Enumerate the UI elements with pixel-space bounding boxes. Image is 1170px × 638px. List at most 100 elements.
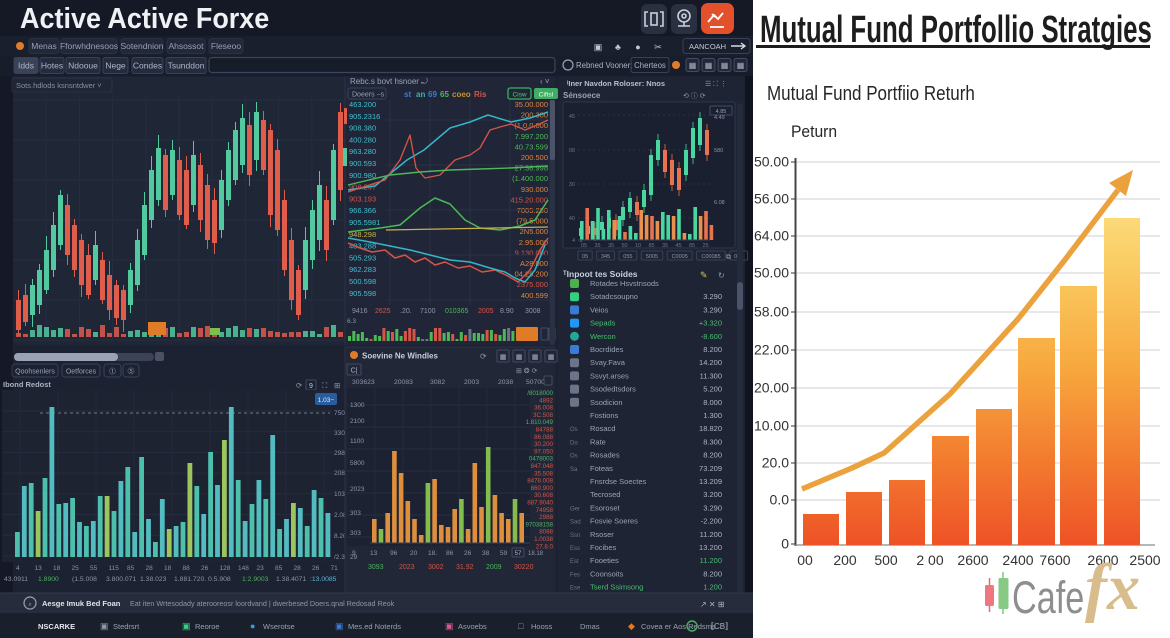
svg-text:Ese: Ese: [570, 586, 581, 592]
svg-text:330: 330: [334, 430, 345, 437]
svg-text:887.9040: 887.9040: [527, 500, 553, 507]
svg-text:Rebc.s bovt hsnoer ⤾: Rebc.s bovt hsnoer ⤾: [350, 77, 428, 86]
svg-text:11.200: 11.200: [700, 530, 722, 539]
svg-text:963.280: 963.280: [349, 147, 376, 156]
svg-text:2023: 2023: [350, 486, 365, 493]
svg-text:4.85: 4.85: [716, 109, 727, 115]
svg-text:Ahsossot: Ahsossot: [169, 41, 205, 51]
svg-text:Reoroe: Reoroe: [195, 622, 220, 631]
svg-text:88: 88: [183, 565, 191, 572]
svg-text:3008: 3008: [525, 308, 541, 315]
svg-text:Ibond Redost: Ibond Redost: [3, 380, 51, 389]
svg-text:96: 96: [390, 550, 398, 557]
svg-text:AANCOAH: AANCOAH: [689, 42, 726, 51]
svg-text:⓵: ⓵: [109, 367, 116, 376]
svg-text:28: 28: [146, 565, 154, 572]
svg-text:8478.008: 8478.008: [527, 478, 553, 485]
svg-text:50.00: 50.00: [754, 154, 789, 170]
svg-text:Sa: Sa: [570, 467, 578, 473]
svg-text:1.8900: 1.8900: [38, 576, 59, 583]
svg-text:Bocrdides: Bocrdides: [590, 345, 624, 354]
svg-text:Os: Os: [570, 454, 578, 460]
svg-text:900.593: 900.593: [349, 159, 376, 168]
svg-text:20.00: 20.00: [754, 380, 789, 396]
svg-text:Soevine Ne Windles: Soevine Ne Windles: [362, 352, 439, 361]
svg-text:/8018000: /8018000: [527, 390, 553, 397]
svg-text:35: 35: [595, 243, 601, 249]
svg-text:Oetforces: Oetforces: [66, 369, 97, 376]
svg-text:C00085: C00085: [701, 254, 720, 260]
svg-text:st: st: [404, 90, 411, 99]
svg-text:400.599: 400.599: [521, 291, 548, 300]
svg-text:●: ●: [250, 621, 255, 631]
svg-text:18.820: 18.820: [699, 424, 722, 433]
svg-text::13.0085: :13.0085: [310, 576, 337, 583]
svg-text:962.283: 962.283: [349, 265, 376, 274]
svg-text:Ger: Ger: [570, 506, 580, 512]
svg-text:1100: 1100: [350, 438, 364, 445]
svg-text:500: 500: [874, 552, 898, 568]
svg-text:Ris: Ris: [474, 90, 487, 99]
svg-text:Fostions: Fostions: [590, 411, 619, 420]
svg-text:20.0: 20.0: [762, 455, 789, 471]
svg-text:5800: 5800: [350, 460, 365, 467]
svg-text:400.280: 400.280: [349, 135, 376, 144]
svg-text:6.3: 6.3: [347, 318, 356, 325]
svg-text:1.0038: 1.0038: [534, 536, 553, 543]
svg-text:Ssn: Ssn: [570, 533, 580, 539]
svg-text:25: 25: [72, 565, 80, 572]
svg-text:Rate: Rate: [590, 437, 606, 446]
svg-text:Rsoser: Rsoser: [590, 530, 614, 539]
svg-text:2 00: 2 00: [916, 552, 943, 568]
svg-text:♣: ♣: [615, 42, 621, 52]
svg-text:2500: 2500: [1129, 552, 1160, 568]
svg-text:7.997.200: 7.997.200: [515, 132, 548, 141]
svg-text:Tsunddon: Tsunddon: [168, 61, 205, 71]
svg-text:59: 59: [500, 550, 508, 557]
svg-text:40: 40: [569, 216, 575, 222]
svg-text:22.00: 22.00: [754, 342, 789, 358]
svg-text:8.200: 8.200: [703, 345, 722, 354]
svg-text:010365: 010365: [445, 308, 468, 315]
svg-text:30.200: 30.200: [534, 441, 553, 448]
svg-text:84788: 84788: [536, 427, 554, 434]
svg-text:85: 85: [649, 243, 655, 249]
svg-text:-8.600: -8.600: [701, 332, 722, 341]
svg-text:Sotendnion: Sotendnion: [120, 41, 163, 51]
svg-text:↗ ✕ ⊞: ↗ ✕ ⊞: [700, 600, 725, 609]
svg-text:29: 29: [350, 554, 358, 561]
svg-text:6.08: 6.08: [714, 200, 725, 206]
svg-text:900.980: 900.980: [349, 171, 376, 180]
svg-text:58.00: 58.00: [754, 304, 789, 320]
svg-text:1.38.023: 1.38.023: [140, 576, 167, 583]
svg-text:50: 50: [622, 243, 628, 249]
svg-text:2.95.000: 2.95.000: [519, 238, 548, 247]
svg-text:Doeers −s: Doeers −s: [352, 92, 385, 99]
svg-text:905.5981: 905.5981: [349, 218, 380, 227]
svg-text:55: 55: [90, 565, 98, 572]
svg-text:28: 28: [294, 565, 302, 572]
svg-text:2003: 2003: [464, 379, 479, 386]
svg-text:208: 208: [334, 470, 345, 477]
svg-text:8088: 8088: [539, 529, 553, 536]
svg-text:35: 35: [608, 243, 614, 249]
svg-text:966.366: 966.366: [349, 206, 376, 215]
svg-text:45: 45: [676, 243, 682, 249]
svg-text:NSCARKE: NSCARKE: [38, 622, 75, 631]
svg-text:Condes: Condes: [133, 61, 162, 71]
svg-text:Qoohsenlers: Qoohsenlers: [15, 369, 55, 376]
svg-text:30: 30: [569, 182, 575, 188]
svg-text:69: 69: [428, 90, 437, 99]
svg-text:35.00.000: 35.00.000: [515, 100, 548, 109]
svg-text:36.008: 36.008: [534, 405, 553, 412]
svg-text:73.209: 73.209: [699, 464, 722, 473]
svg-text:64.00: 64.00: [754, 228, 789, 244]
svg-text:-2.200: -2.200: [701, 517, 722, 526]
svg-text:05: 05: [581, 243, 587, 249]
svg-text:35.508: 35.508: [534, 470, 553, 477]
svg-text:930.000: 930.000: [521, 185, 548, 194]
svg-text:13.209: 13.209: [699, 477, 722, 486]
svg-text:5.200: 5.200: [703, 385, 722, 394]
svg-text:Ess: Ess: [570, 546, 580, 552]
svg-text:303623: 303623: [352, 379, 375, 386]
